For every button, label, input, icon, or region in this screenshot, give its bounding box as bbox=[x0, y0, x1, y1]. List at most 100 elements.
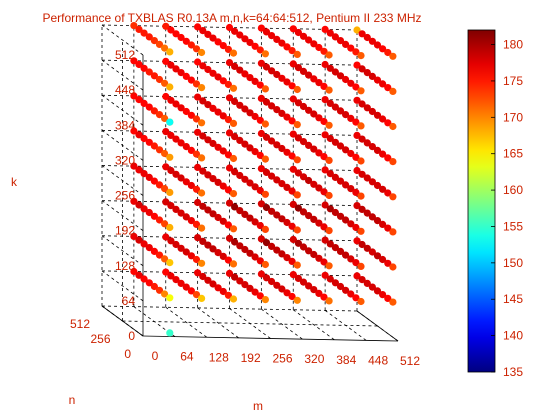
data-point bbox=[379, 185, 387, 193]
data-point bbox=[172, 205, 180, 213]
data-point bbox=[150, 212, 158, 220]
data-point bbox=[288, 47, 296, 55]
data-point bbox=[209, 34, 217, 42]
data-point bbox=[224, 256, 232, 264]
data-point bbox=[336, 247, 345, 255]
data-point bbox=[320, 223, 328, 231]
data-point bbox=[293, 191, 301, 199]
data-point bbox=[209, 104, 217, 112]
data-point bbox=[225, 129, 234, 137]
data-point bbox=[325, 227, 333, 235]
data-point bbox=[194, 58, 202, 66]
data-point bbox=[224, 291, 232, 299]
data-point bbox=[236, 207, 244, 215]
data-point bbox=[192, 150, 201, 158]
data-point bbox=[389, 298, 397, 306]
data-point bbox=[225, 94, 234, 102]
data-point bbox=[187, 181, 195, 190]
data-point bbox=[162, 92, 170, 101]
chart-title: Performance of TXBLAS R0.13A m,n,k=64:64… bbox=[43, 11, 422, 25]
data-point bbox=[229, 49, 238, 57]
data-point bbox=[384, 224, 392, 232]
data-point bbox=[182, 37, 190, 45]
data-point bbox=[310, 75, 318, 83]
data-point bbox=[219, 182, 227, 190]
data-point bbox=[225, 269, 234, 277]
data-point bbox=[262, 28, 271, 36]
data-point bbox=[289, 271, 297, 279]
data-point bbox=[187, 76, 195, 84]
data-point bbox=[229, 260, 238, 268]
data-point bbox=[177, 174, 185, 182]
data-point bbox=[246, 249, 254, 257]
data-point bbox=[336, 142, 345, 150]
data-point bbox=[166, 48, 174, 56]
data-point bbox=[384, 84, 392, 92]
data-point bbox=[150, 282, 158, 291]
data-point bbox=[187, 111, 195, 119]
data-point bbox=[293, 156, 301, 164]
data-point bbox=[155, 181, 164, 189]
data-point bbox=[353, 166, 361, 175]
floor-edge-line bbox=[356, 310, 399, 342]
m-axis-label: m bbox=[253, 399, 263, 413]
data-point bbox=[204, 136, 212, 144]
data-point bbox=[262, 133, 271, 141]
data-point bbox=[347, 185, 355, 193]
data-point bbox=[363, 69, 371, 77]
data-point bbox=[342, 40, 350, 49]
data-point bbox=[315, 79, 323, 87]
data-point bbox=[336, 212, 345, 220]
data-point bbox=[310, 40, 318, 48]
data-point bbox=[219, 217, 227, 225]
data-point bbox=[214, 284, 222, 292]
data-point bbox=[353, 272, 361, 280]
data-point bbox=[325, 121, 333, 129]
data-point bbox=[299, 243, 308, 251]
data-point bbox=[229, 225, 238, 233]
colorbar: 135 140 145 150 155 160 165 170 175 180 bbox=[467, 29, 523, 379]
data-point bbox=[161, 79, 169, 87]
grid-line bbox=[165, 306, 207, 338]
data-point bbox=[299, 138, 308, 146]
data-point bbox=[321, 96, 329, 104]
data-point bbox=[219, 112, 227, 120]
data-point bbox=[342, 111, 350, 119]
data-point bbox=[268, 102, 276, 110]
colorbar-tick-label: 160 bbox=[503, 183, 523, 197]
data-point bbox=[262, 168, 271, 176]
data-point bbox=[145, 103, 153, 111]
data-point bbox=[130, 127, 138, 135]
data-point bbox=[231, 203, 239, 211]
data-point bbox=[225, 164, 234, 172]
data-point bbox=[209, 210, 217, 218]
data-point bbox=[325, 86, 333, 94]
data-point bbox=[204, 30, 212, 38]
data-point bbox=[219, 252, 227, 260]
data-point bbox=[246, 74, 254, 82]
data-point bbox=[278, 144, 286, 153]
data-point bbox=[161, 220, 169, 228]
m-tick-label: 512 bbox=[400, 354, 420, 368]
data-point bbox=[278, 180, 286, 188]
data-point bbox=[166, 188, 174, 196]
n-tick-label: 256 bbox=[90, 332, 110, 346]
colorbar-tick-label: 180 bbox=[503, 38, 523, 52]
data-point bbox=[209, 245, 217, 253]
data-point bbox=[352, 188, 360, 196]
data-point bbox=[368, 178, 376, 186]
data-point bbox=[389, 193, 397, 201]
data-point bbox=[358, 100, 366, 108]
data-point bbox=[192, 291, 201, 299]
data-point bbox=[293, 226, 301, 234]
data-point bbox=[187, 146, 195, 154]
data-point bbox=[326, 29, 334, 37]
data-point bbox=[219, 287, 227, 296]
data-point bbox=[288, 222, 296, 230]
data-point bbox=[283, 148, 291, 156]
data-point bbox=[199, 167, 207, 175]
data-point bbox=[352, 118, 360, 126]
k-tick-label: 0 bbox=[128, 329, 135, 343]
data-point bbox=[177, 279, 185, 287]
data-point bbox=[273, 35, 281, 44]
